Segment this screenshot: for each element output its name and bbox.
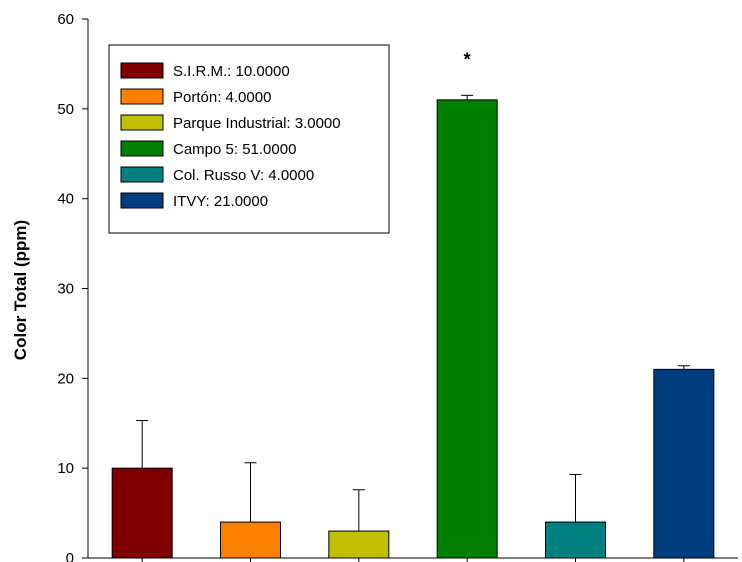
y-tick-label-10: 10 [57, 460, 74, 477]
legend-swatch [120, 62, 164, 79]
y-tick-label-0: 0 [66, 550, 74, 562]
legend-swatch [120, 192, 164, 209]
y-tick-label-30: 30 [57, 281, 74, 298]
legend-entry: Parque Industrial: 3.0000 [173, 115, 341, 132]
legend-entry: Campo 5: 51.0000 [173, 141, 296, 158]
legend-swatch [120, 114, 164, 131]
legend-entry: ITVY: 21.0000 [173, 193, 268, 210]
bar-s-i-r-m- [111, 467, 173, 559]
bar-itvy [653, 368, 715, 559]
legend-entry: S.I.R.M.: 10.0000 [173, 63, 290, 80]
bar-col-russo-v [545, 521, 606, 559]
legend-swatch [120, 88, 164, 105]
y-tick-label-40: 40 [57, 191, 74, 208]
annotations: * [464, 49, 471, 69]
bars [111, 99, 715, 559]
x-ticks [141, 558, 685, 562]
y-ticks: 0 10 20 30 40 50 60 [57, 11, 88, 562]
error-bars [136, 94, 690, 532]
y-tick-label-20: 20 [57, 370, 74, 387]
significance-asterisk: * [464, 49, 471, 69]
legend-swatch [120, 140, 164, 157]
legend-entry: Portón: 4.0000 [173, 89, 271, 106]
y-axis-label: Color Total (ppm) [11, 220, 30, 360]
y-tick-label-50: 50 [57, 101, 74, 118]
legend-swatch [120, 166, 164, 183]
bar-port-n [220, 521, 281, 559]
y-tick-label-60: 60 [57, 11, 74, 28]
bar-parque-industrial [328, 530, 390, 559]
legend-entry: Col. Russo V: 4.0000 [173, 167, 314, 184]
bar-campo-5 [436, 99, 498, 559]
legend: S.I.R.M.: 10.0000 Portón: 4.0000 Parque In… [108, 44, 390, 234]
